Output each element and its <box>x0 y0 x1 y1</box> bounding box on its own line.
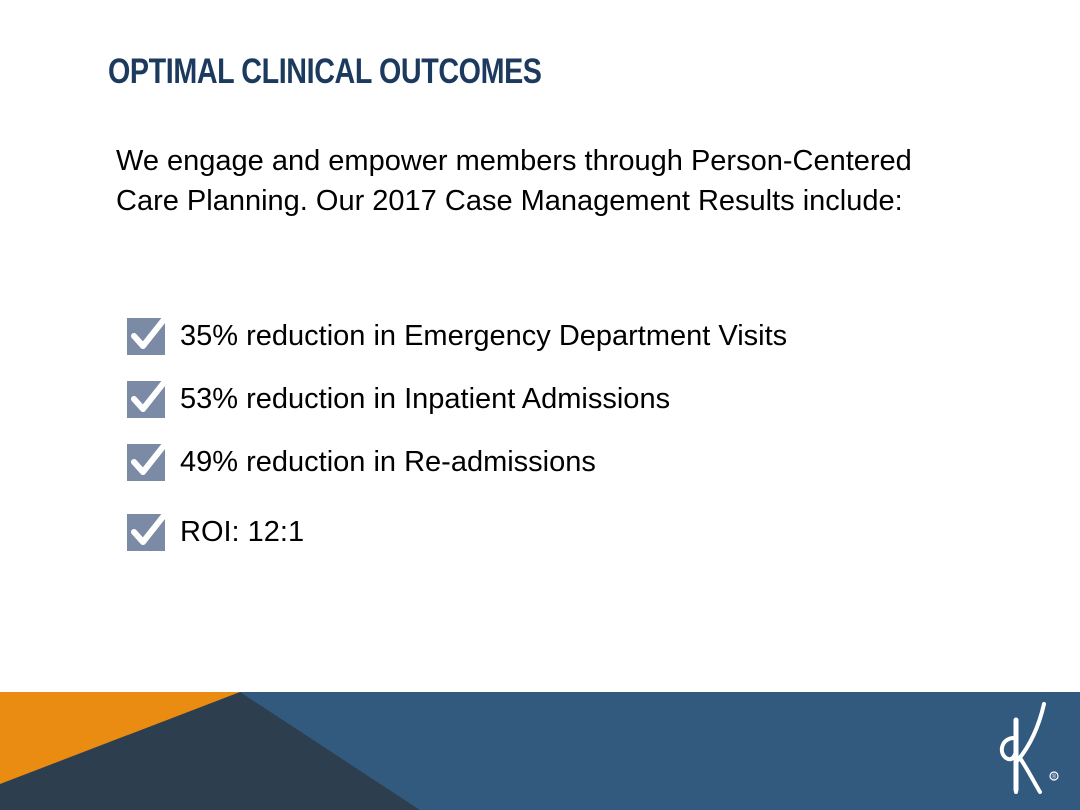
bullet-item: 49% reduction in Re-admissions <box>126 440 596 484</box>
registered-mark: ® <box>1052 774 1057 781</box>
company-k-logo-icon: ® <box>999 702 1059 794</box>
bullet-item: 53% reduction in Inpatient Admissions <box>126 377 670 421</box>
checkbox-checked-icon <box>127 441 168 481</box>
footer-band <box>0 692 1080 810</box>
bullet-text: 35% reduction in Emergency Department Vi… <box>180 319 788 352</box>
bullet-text: 49% reduction in Re-admissions <box>180 445 596 478</box>
checkbox-checked-icon <box>127 511 168 551</box>
bullet-item: 35% reduction in Emergency Department Vi… <box>126 314 787 358</box>
bullet-text: ROI: 12:1 <box>180 515 305 548</box>
intro-paragraph: We engage and empower members through Pe… <box>116 145 912 217</box>
bullet-item: ROI: 12:1 <box>126 510 304 554</box>
slide-title: OPTIMAL CLINICAL OUTCOMES <box>108 52 542 91</box>
checkbox-checked-icon <box>127 315 168 355</box>
bullet-text: 53% reduction in Inpatient Admissions <box>180 382 671 415</box>
checkbox-checked-icon <box>127 378 168 418</box>
